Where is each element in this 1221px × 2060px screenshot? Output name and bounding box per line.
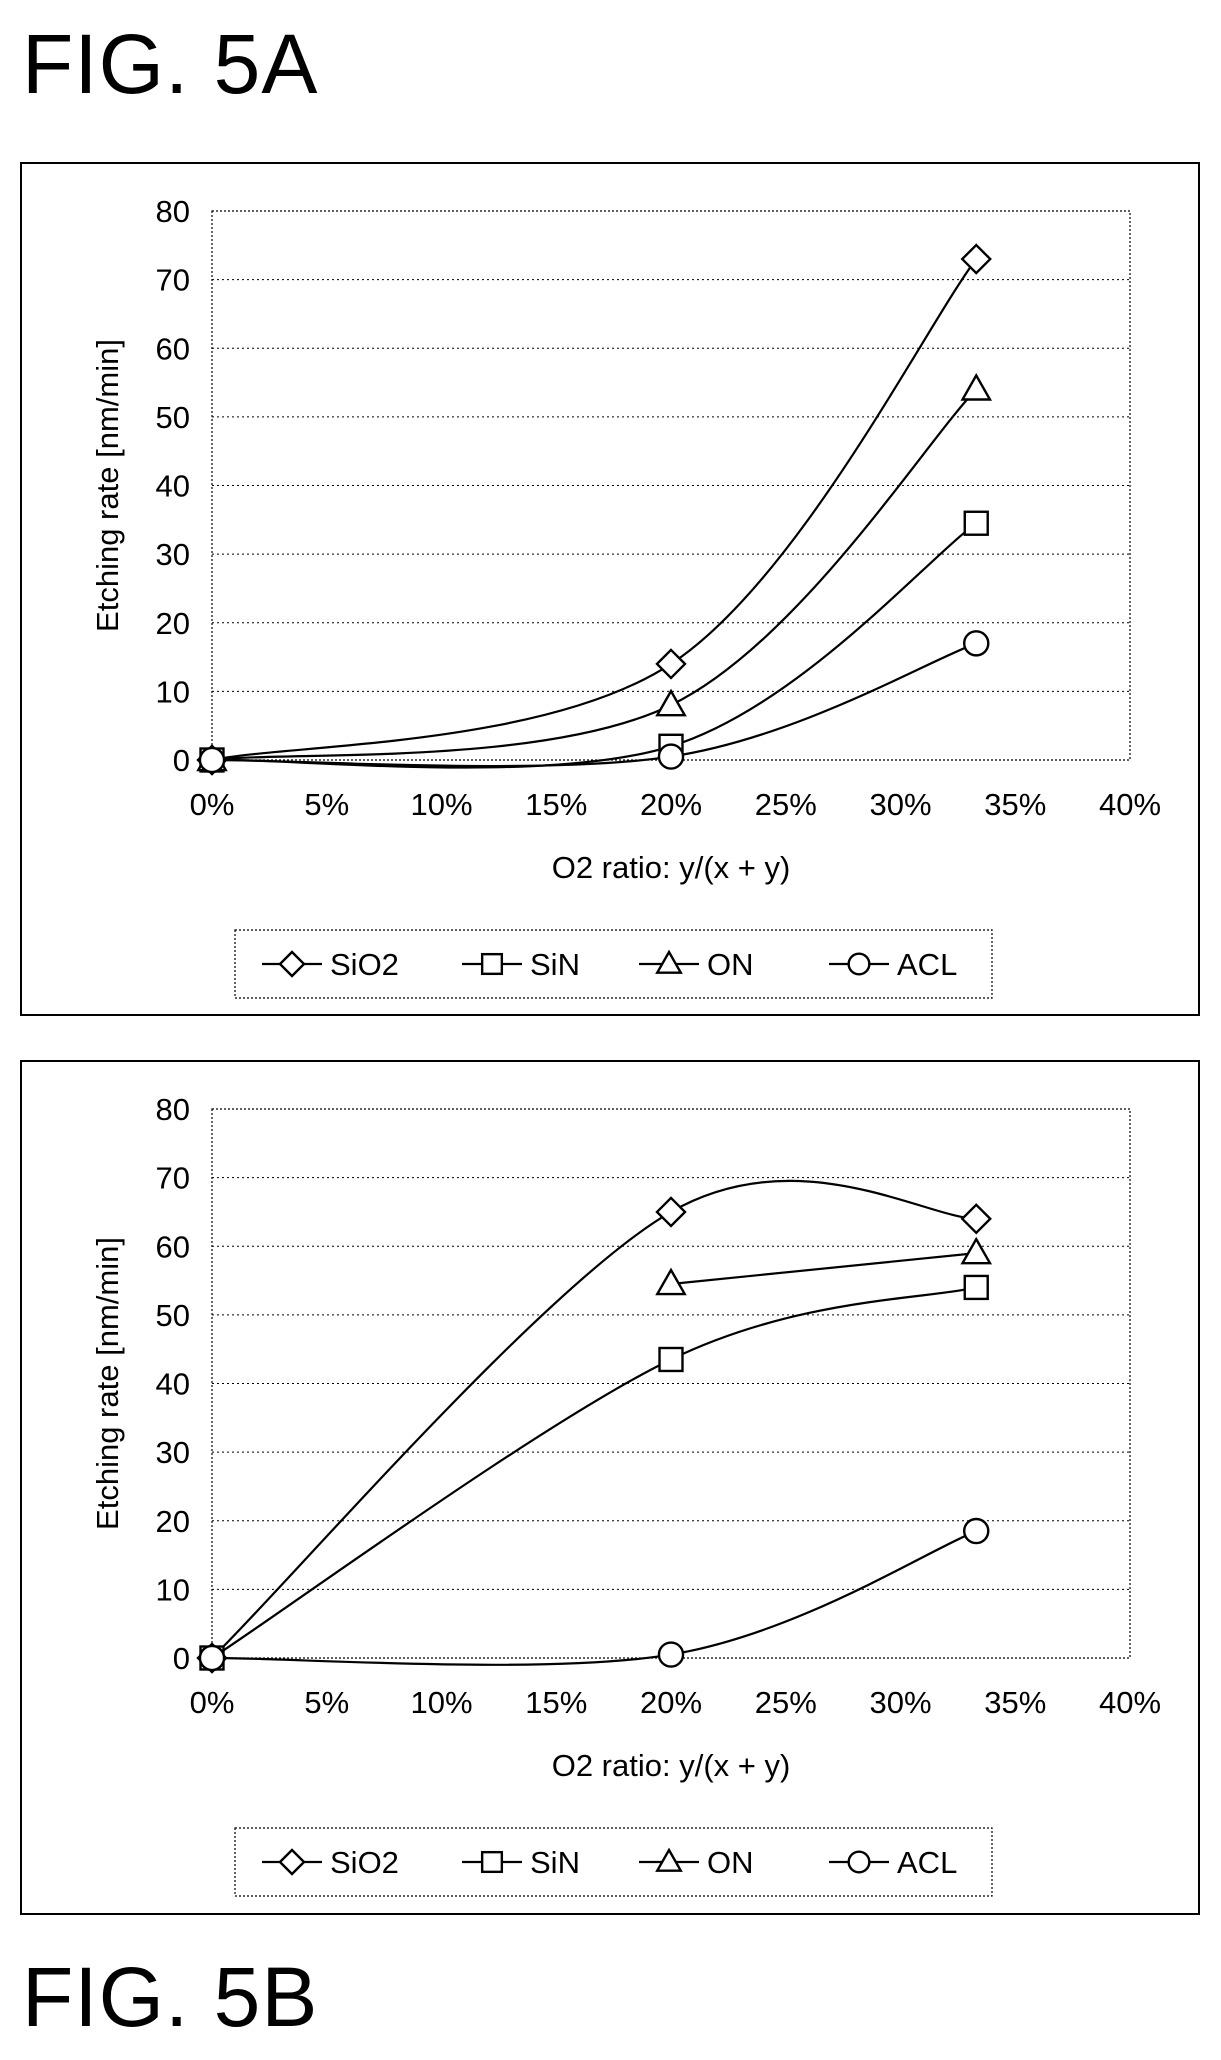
chart-a-series-line-sio2: [211, 258, 978, 762]
chart-b-series-line-sin: [211, 1286, 977, 1659]
chart-b-y-tick-label: 40: [156, 1367, 190, 1402]
chart-panel-5b: 0 10 20 30 40 50 60 70 80 0% 5% 10% 15% 20% 25% 30% 35% 4…: [20, 1060, 1200, 1915]
chart-b-point-acl: [657, 1641, 685, 1668]
chart-b-y-tick-label: 70: [156, 1161, 190, 1196]
chart-a-x-tick-label: 10%: [410, 787, 472, 822]
chart-a-legend-marker-sin: [480, 952, 504, 976]
chart-b-series-line-sio2: [211, 1179, 977, 1659]
chart-a-legend-marker-on: [655, 949, 683, 974]
chart-a-x-axis-label: O2 ratio: y/(x + y): [552, 850, 791, 885]
chart-b-x-tick-label: 40%: [1099, 1685, 1161, 1720]
chart-b-y-tick-label: 80: [156, 1092, 190, 1127]
chart-b-x-tick-label: 20%: [640, 1685, 702, 1720]
chart-a-x-tick-label: 35%: [984, 787, 1046, 822]
chart-b-x-tick-label: 30%: [869, 1685, 931, 1720]
chart-b-legend-label-on: ON: [707, 1845, 754, 1880]
chart-a-y-tick-label: 40: [156, 469, 190, 504]
chart-a-legend-label-sio2: SiO2: [330, 947, 399, 982]
chart-b-series-line-on: [670, 1252, 977, 1286]
chart-a-point-acl: [962, 630, 990, 657]
chart-b-x-tick-label: 10%: [410, 1685, 472, 1720]
chart-b-x-tick-label: 25%: [755, 1685, 817, 1720]
chart-a-legend-label-sin: SiN: [530, 947, 580, 982]
chart-a-y-tick-label: 80: [156, 194, 190, 229]
chart-a-x-tick-label: 15%: [525, 787, 587, 822]
chart-b-x-axis-label: O2 ratio: y/(x + y): [552, 1748, 791, 1783]
chart-a-y-tick-label: 50: [156, 400, 190, 435]
chart-b-point-sio2: [655, 1196, 687, 1228]
chart-b-point-acl: [198, 1644, 226, 1672]
chart-b-legend-marker-sin: [480, 1850, 504, 1874]
chart-5b-svg: 0 10 20 30 40 50 60 70 80 0% 5% 10% 15% 20% 25% 30% 35% 4…: [90, 1092, 1161, 1897]
chart-b-legend-label-sin: SiN: [530, 1845, 580, 1880]
chart-a-point-sin: [963, 510, 989, 536]
chart-b-legend-marker-acl: [847, 1850, 871, 1874]
chart-b-point-sin: [963, 1274, 989, 1301]
chart-b-series-line-acl: [211, 1530, 977, 1666]
chart-b-y-tick-label: 10: [156, 1572, 190, 1607]
chart-a-legend-label-acl: ACL: [897, 947, 957, 982]
chart-a-y-tick-label: 30: [156, 537, 190, 572]
chart-b-point-on: [655, 1267, 687, 1296]
chart-b-point-sio2: [960, 1203, 992, 1235]
chart-a-x-tick-label: 0%: [190, 787, 235, 822]
chart-a-legend-label-on: ON: [707, 947, 754, 982]
chart-b-y-tick-label: 30: [156, 1435, 190, 1470]
chart-5a-svg: 0 10 20 30 40 50 60 70 80 0% 5% 10% 15% 20% 25% 30% 35% 4…: [90, 194, 1161, 999]
chart-a-y-axis-label: Etching rate [nm/min]: [90, 339, 125, 632]
chart-a-point-sio2: [655, 648, 687, 680]
chart-a-y-tick-label: 0: [173, 743, 190, 778]
chart-b-legend-box: [234, 1827, 993, 1897]
figure-5b-label: FIG. 5B: [22, 1950, 319, 2044]
chart-b-y-axis-label: Etching rate [nm/min]: [90, 1237, 125, 1530]
chart-a-x-tick-label: 20%: [640, 787, 702, 822]
chart-b-y-tick-label: 60: [156, 1229, 190, 1264]
chart-a-y-tick-label: 20: [156, 606, 190, 641]
chart-b-point-sin: [658, 1346, 684, 1373]
chart-a-point-acl: [198, 746, 226, 774]
chart-a-y-tick-label: 60: [156, 331, 190, 366]
chart-a-legend-marker-acl: [847, 952, 871, 976]
chart-b-point-acl: [962, 1517, 990, 1545]
chart-panel-5a: 0 10 20 30 40 50 60 70 80 0% 5% 10% 15% 20% 25% 30% 35% 4…: [20, 162, 1200, 1016]
chart-b-legend-label-sio2: SiO2: [330, 1845, 399, 1880]
chart-b-legend-marker-on: [655, 1847, 683, 1872]
chart-a-x-tick-label: 40%: [1099, 787, 1161, 822]
chart-a-x-tick-label: 25%: [755, 787, 817, 822]
chart-a-point-sio2: [960, 243, 992, 275]
chart-a-x-tick-label: 30%: [869, 787, 931, 822]
chart-b-y-tick-label: 50: [156, 1298, 190, 1333]
chart-a-point-on: [960, 373, 993, 401]
chart-b-x-tick-label: 5%: [304, 1685, 349, 1720]
chart-a-x-tick-label: 5%: [304, 787, 349, 822]
chart-b-legend-label-acl: ACL: [897, 1845, 957, 1880]
chart-a-series-line-on: [211, 388, 978, 762]
chart-a-y-tick-label: 10: [156, 674, 190, 709]
chart-b-legend-marker-sio2: [278, 1848, 306, 1876]
chart-b-x-tick-label: 35%: [984, 1685, 1046, 1720]
chart-a-point-acl: [657, 743, 685, 770]
chart-b-y-tick-label: 0: [173, 1641, 190, 1676]
chart-b-point-on: [960, 1236, 993, 1265]
chart-b-x-tick-label: 15%: [525, 1685, 587, 1720]
chart-b-y-tick-label: 20: [156, 1504, 190, 1539]
chart-a-y-tick-label: 70: [156, 263, 190, 298]
chart-b-x-tick-label: 0%: [190, 1685, 235, 1720]
figure-5a-label: FIG. 5A: [22, 17, 319, 111]
chart-a-point-on: [655, 688, 687, 717]
chart-a-legend-marker-sio2: [278, 950, 306, 978]
chart-a-legend-box: [234, 929, 993, 999]
